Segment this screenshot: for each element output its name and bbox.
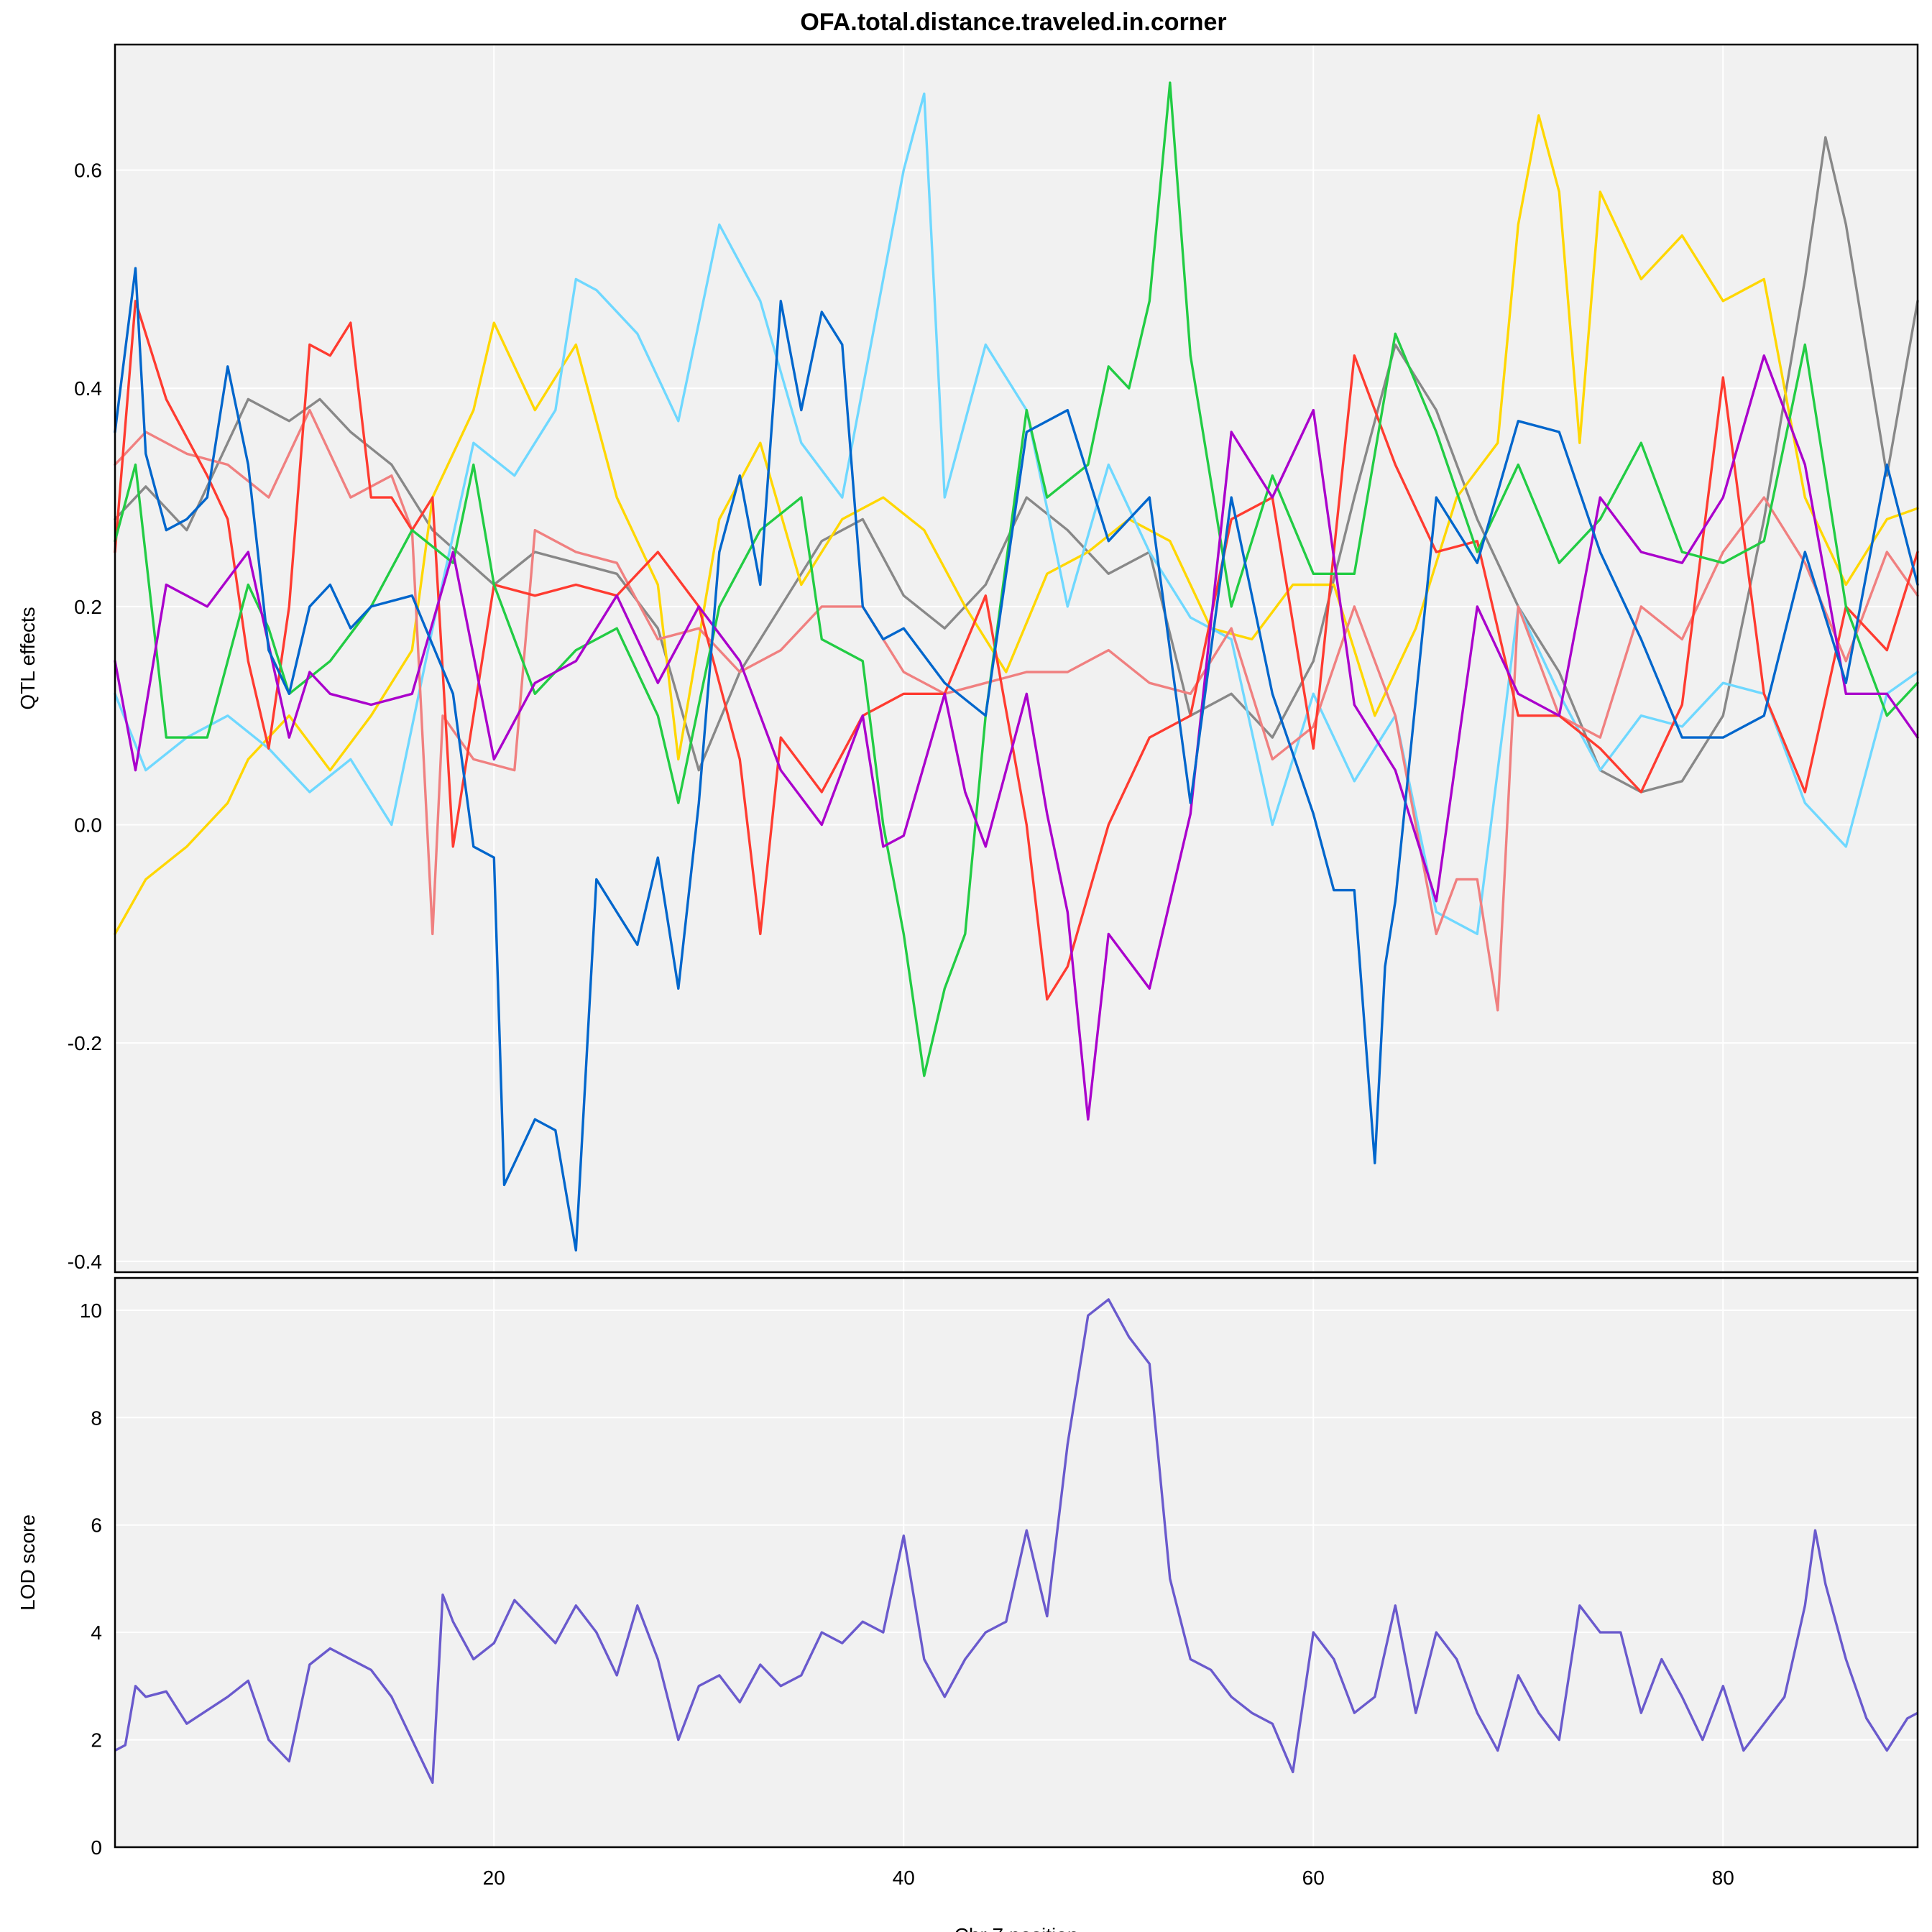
qtl-y-tick-labels: -0.4 -0.2 0.0 0.2 0.4 0.6 — [68, 160, 102, 1273]
qtl-effects-panel: -0.4 -0.2 0.0 0.2 0.4 0.6 QTL effects — [17, 43, 1919, 1274]
y-tick-label: 10 — [80, 1300, 102, 1322]
lod-panel-frame — [114, 1276, 1919, 1849]
qtl-y-axis-label: QTL effects — [17, 607, 39, 709]
y-tick-label: -0.4 — [68, 1251, 102, 1273]
series-line-yellow — [114, 114, 1919, 936]
qtl-gridlines — [115, 45, 1918, 1272]
y-tick-label: 0 — [91, 1836, 102, 1859]
y-tick-label: 0.2 — [74, 596, 102, 618]
qtl-panel-frame — [114, 43, 1919, 1274]
x-tick-label: 60 — [1302, 1867, 1325, 1889]
series-line-green — [114, 81, 1919, 1077]
lod-score-panel: 0 2 4 6 8 10 20 40 60 80 LOD score Chr 7 positio… — [17, 1276, 1919, 1932]
x-tick-label: 20 — [483, 1867, 505, 1889]
x-tick-label: 40 — [893, 1867, 915, 1889]
lod-y-tick-labels: 0 2 4 6 8 10 — [80, 1300, 102, 1859]
y-tick-label: 2 — [91, 1729, 102, 1752]
y-tick-label: 0.4 — [74, 377, 102, 400]
series-line-blue — [114, 267, 1919, 1252]
series-line-purple — [114, 354, 1919, 1121]
y-tick-label: 8 — [91, 1407, 102, 1429]
chart-title: OFA.total.distance.traveled.in.corner — [800, 9, 1226, 36]
y-tick-label: 4 — [91, 1622, 102, 1644]
series-line-red — [114, 300, 1919, 1001]
x-axis-label: Chr 7 position — [954, 1924, 1079, 1932]
x-tick-labels: 20 40 60 80 — [483, 1867, 1734, 1889]
series-line-lightblue — [114, 92, 1919, 936]
lod-series-group — [114, 1298, 1918, 1784]
qtl-panel-background — [115, 45, 1918, 1272]
series-line-LOD — [114, 1298, 1918, 1784]
y-tick-label: 0.6 — [74, 160, 102, 182]
y-tick-label: 0.0 — [74, 814, 102, 837]
y-tick-label: -0.2 — [68, 1032, 102, 1054]
lod-panel-background — [115, 1278, 1918, 1847]
lod-y-axis-label: LOD score — [17, 1514, 39, 1611]
x-tick-label: 80 — [1712, 1867, 1734, 1889]
series-line-salmon — [114, 408, 1919, 1012]
qtl-series-group — [114, 81, 1919, 1252]
y-tick-label: 6 — [91, 1514, 102, 1537]
